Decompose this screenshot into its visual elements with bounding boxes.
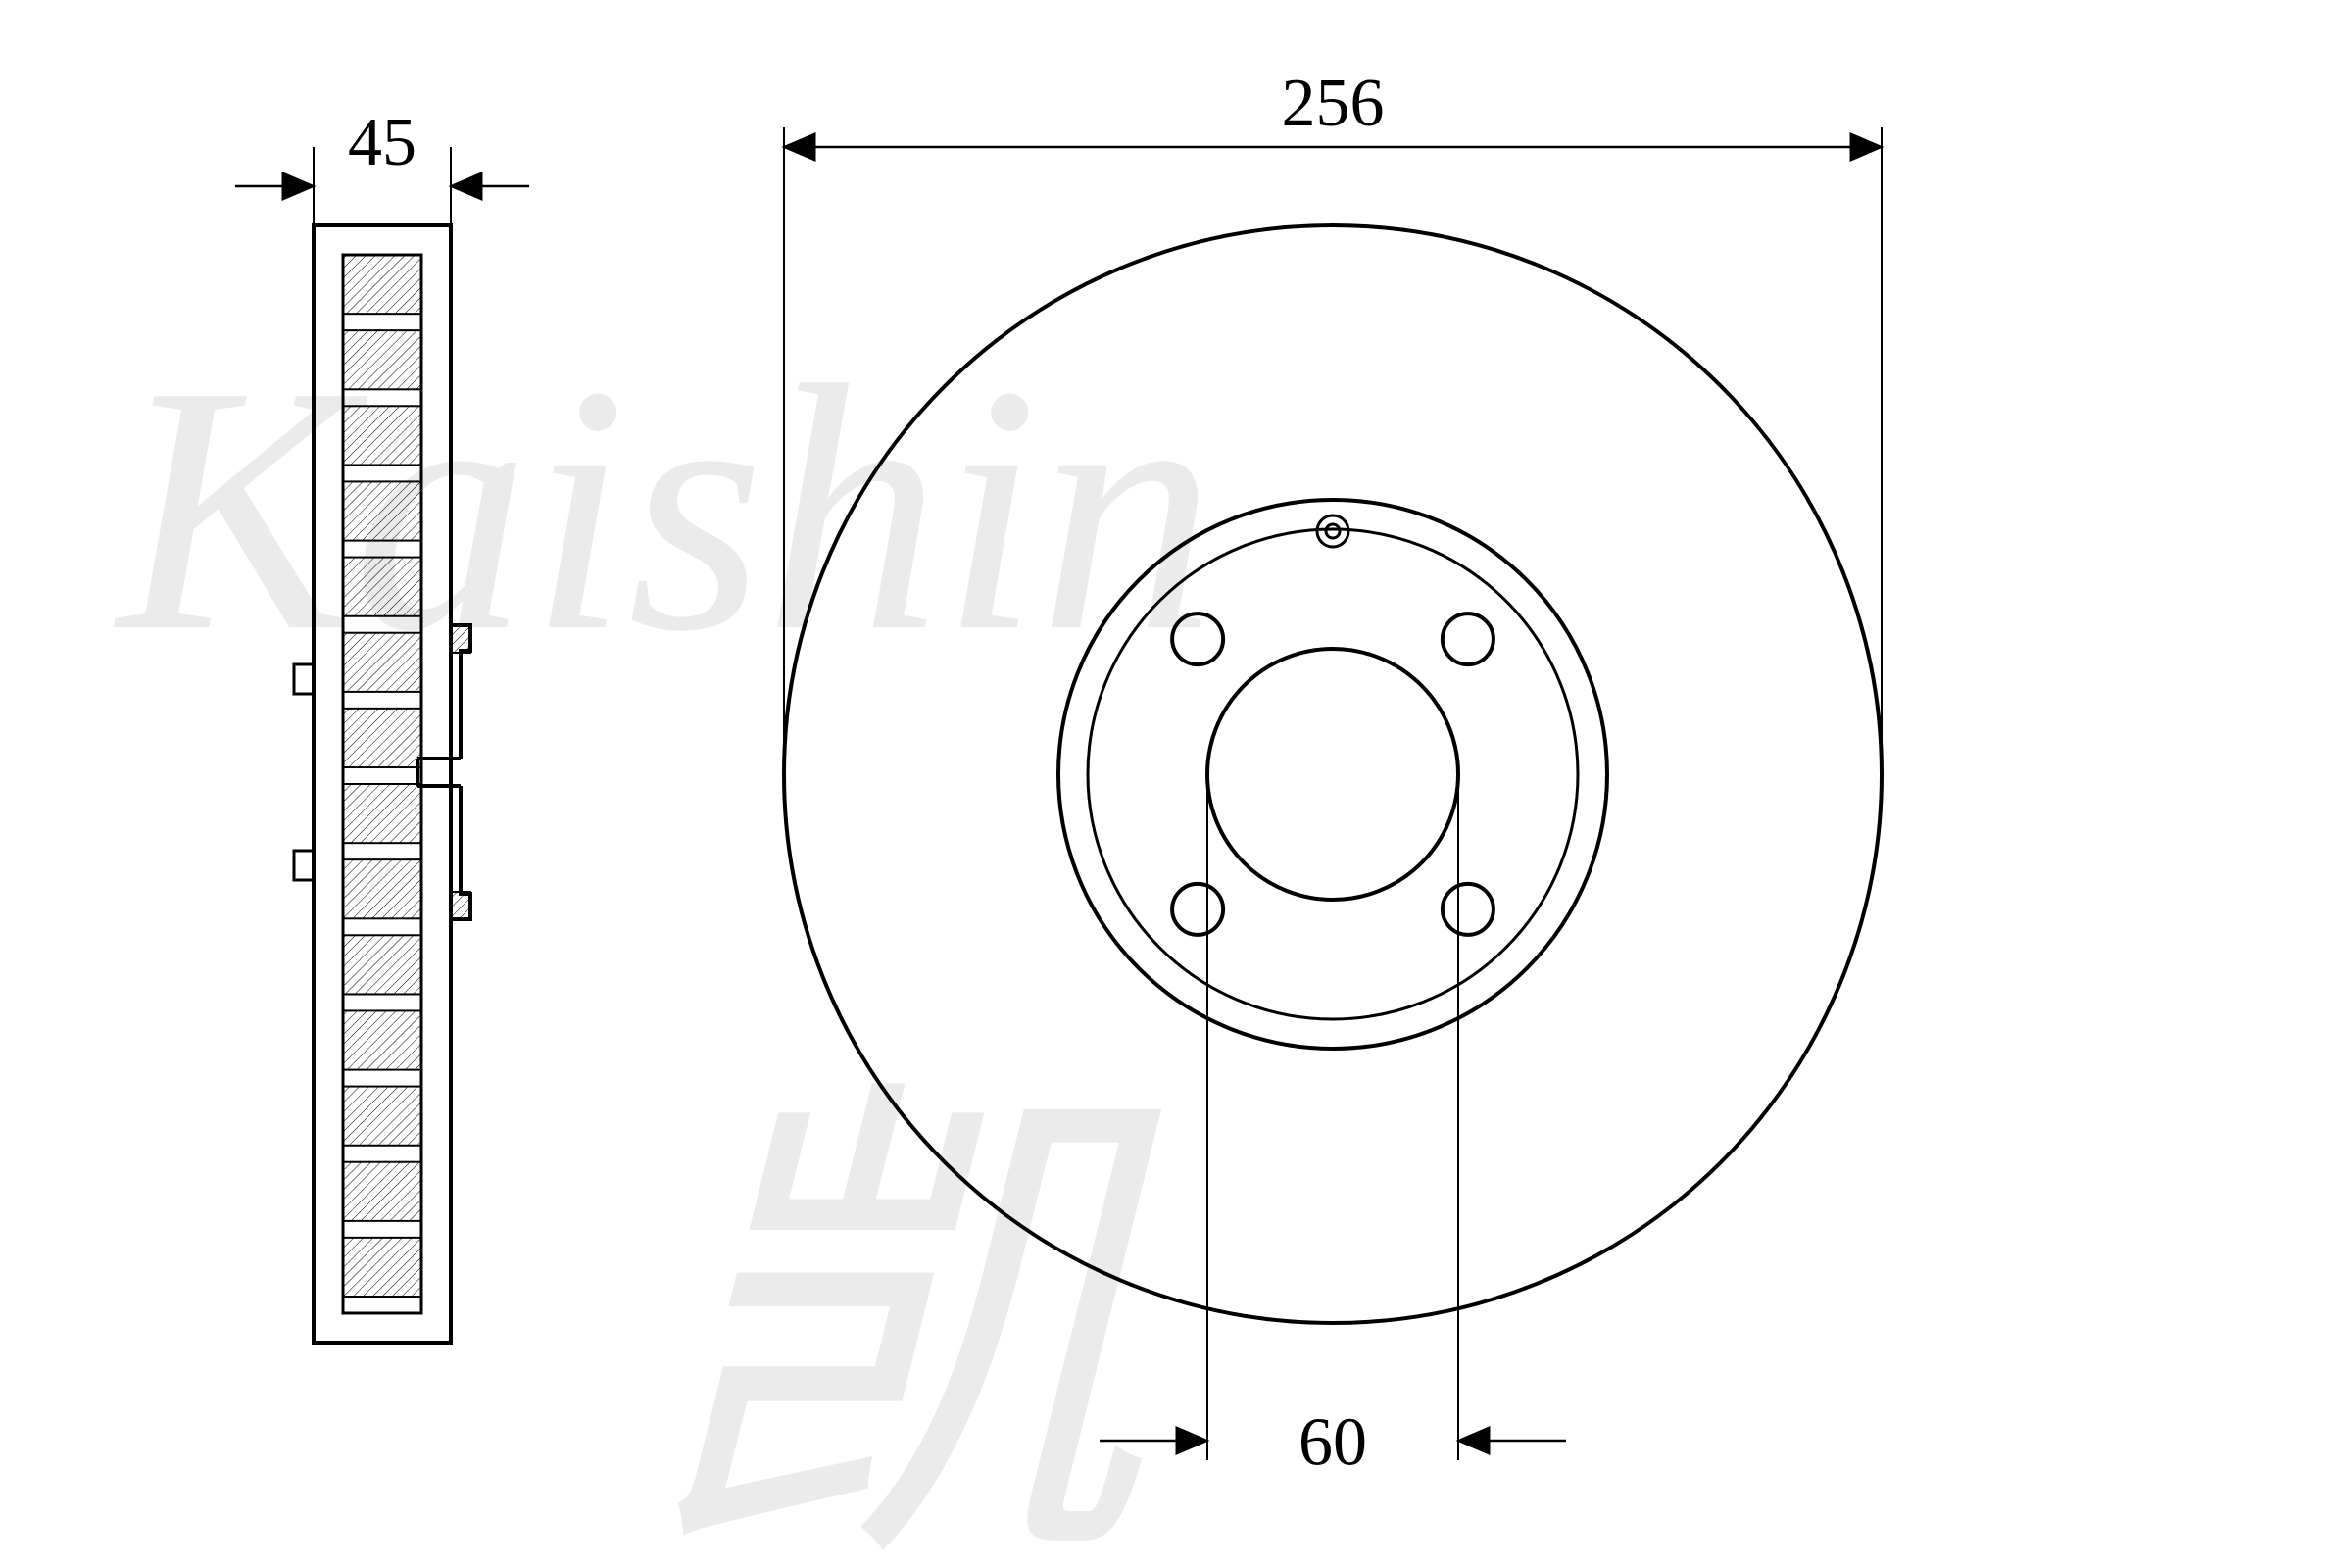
technical-drawing: Kaishin 凯 45 256 60 (0, 0, 2352, 1568)
vent-segment (343, 1087, 421, 1146)
vent-segment (343, 330, 421, 389)
vent-segment (343, 481, 421, 540)
vent-segment (343, 1010, 421, 1069)
vent-segment (343, 633, 421, 692)
dim-thickness: 45 (348, 105, 416, 180)
bolt-hole (1172, 884, 1223, 935)
vent-segment (343, 859, 421, 918)
center-bore-circle (1207, 649, 1458, 900)
vent-segment (343, 1238, 421, 1297)
vent-segment (343, 406, 421, 465)
bolt-hole (1443, 613, 1494, 664)
index-pin-outer (1317, 515, 1348, 547)
watermark: Kaishin 凯 (112, 313, 1215, 1568)
vent-segment (343, 784, 421, 843)
watermark-cjk: 凯 (637, 1056, 1162, 1568)
watermark-latin: Kaishin (112, 313, 1215, 704)
dim-bore-diameter: 60 (1298, 1405, 1367, 1481)
vent-segment (343, 709, 421, 767)
vent-segment (343, 255, 421, 314)
bolt-hole (1443, 884, 1494, 935)
dim-outer-diameter: 256 (1282, 66, 1385, 141)
vent-segment (343, 935, 421, 994)
vent-segment (343, 1162, 421, 1221)
vent-segment (343, 558, 421, 616)
index-pin-inner (1326, 524, 1340, 538)
